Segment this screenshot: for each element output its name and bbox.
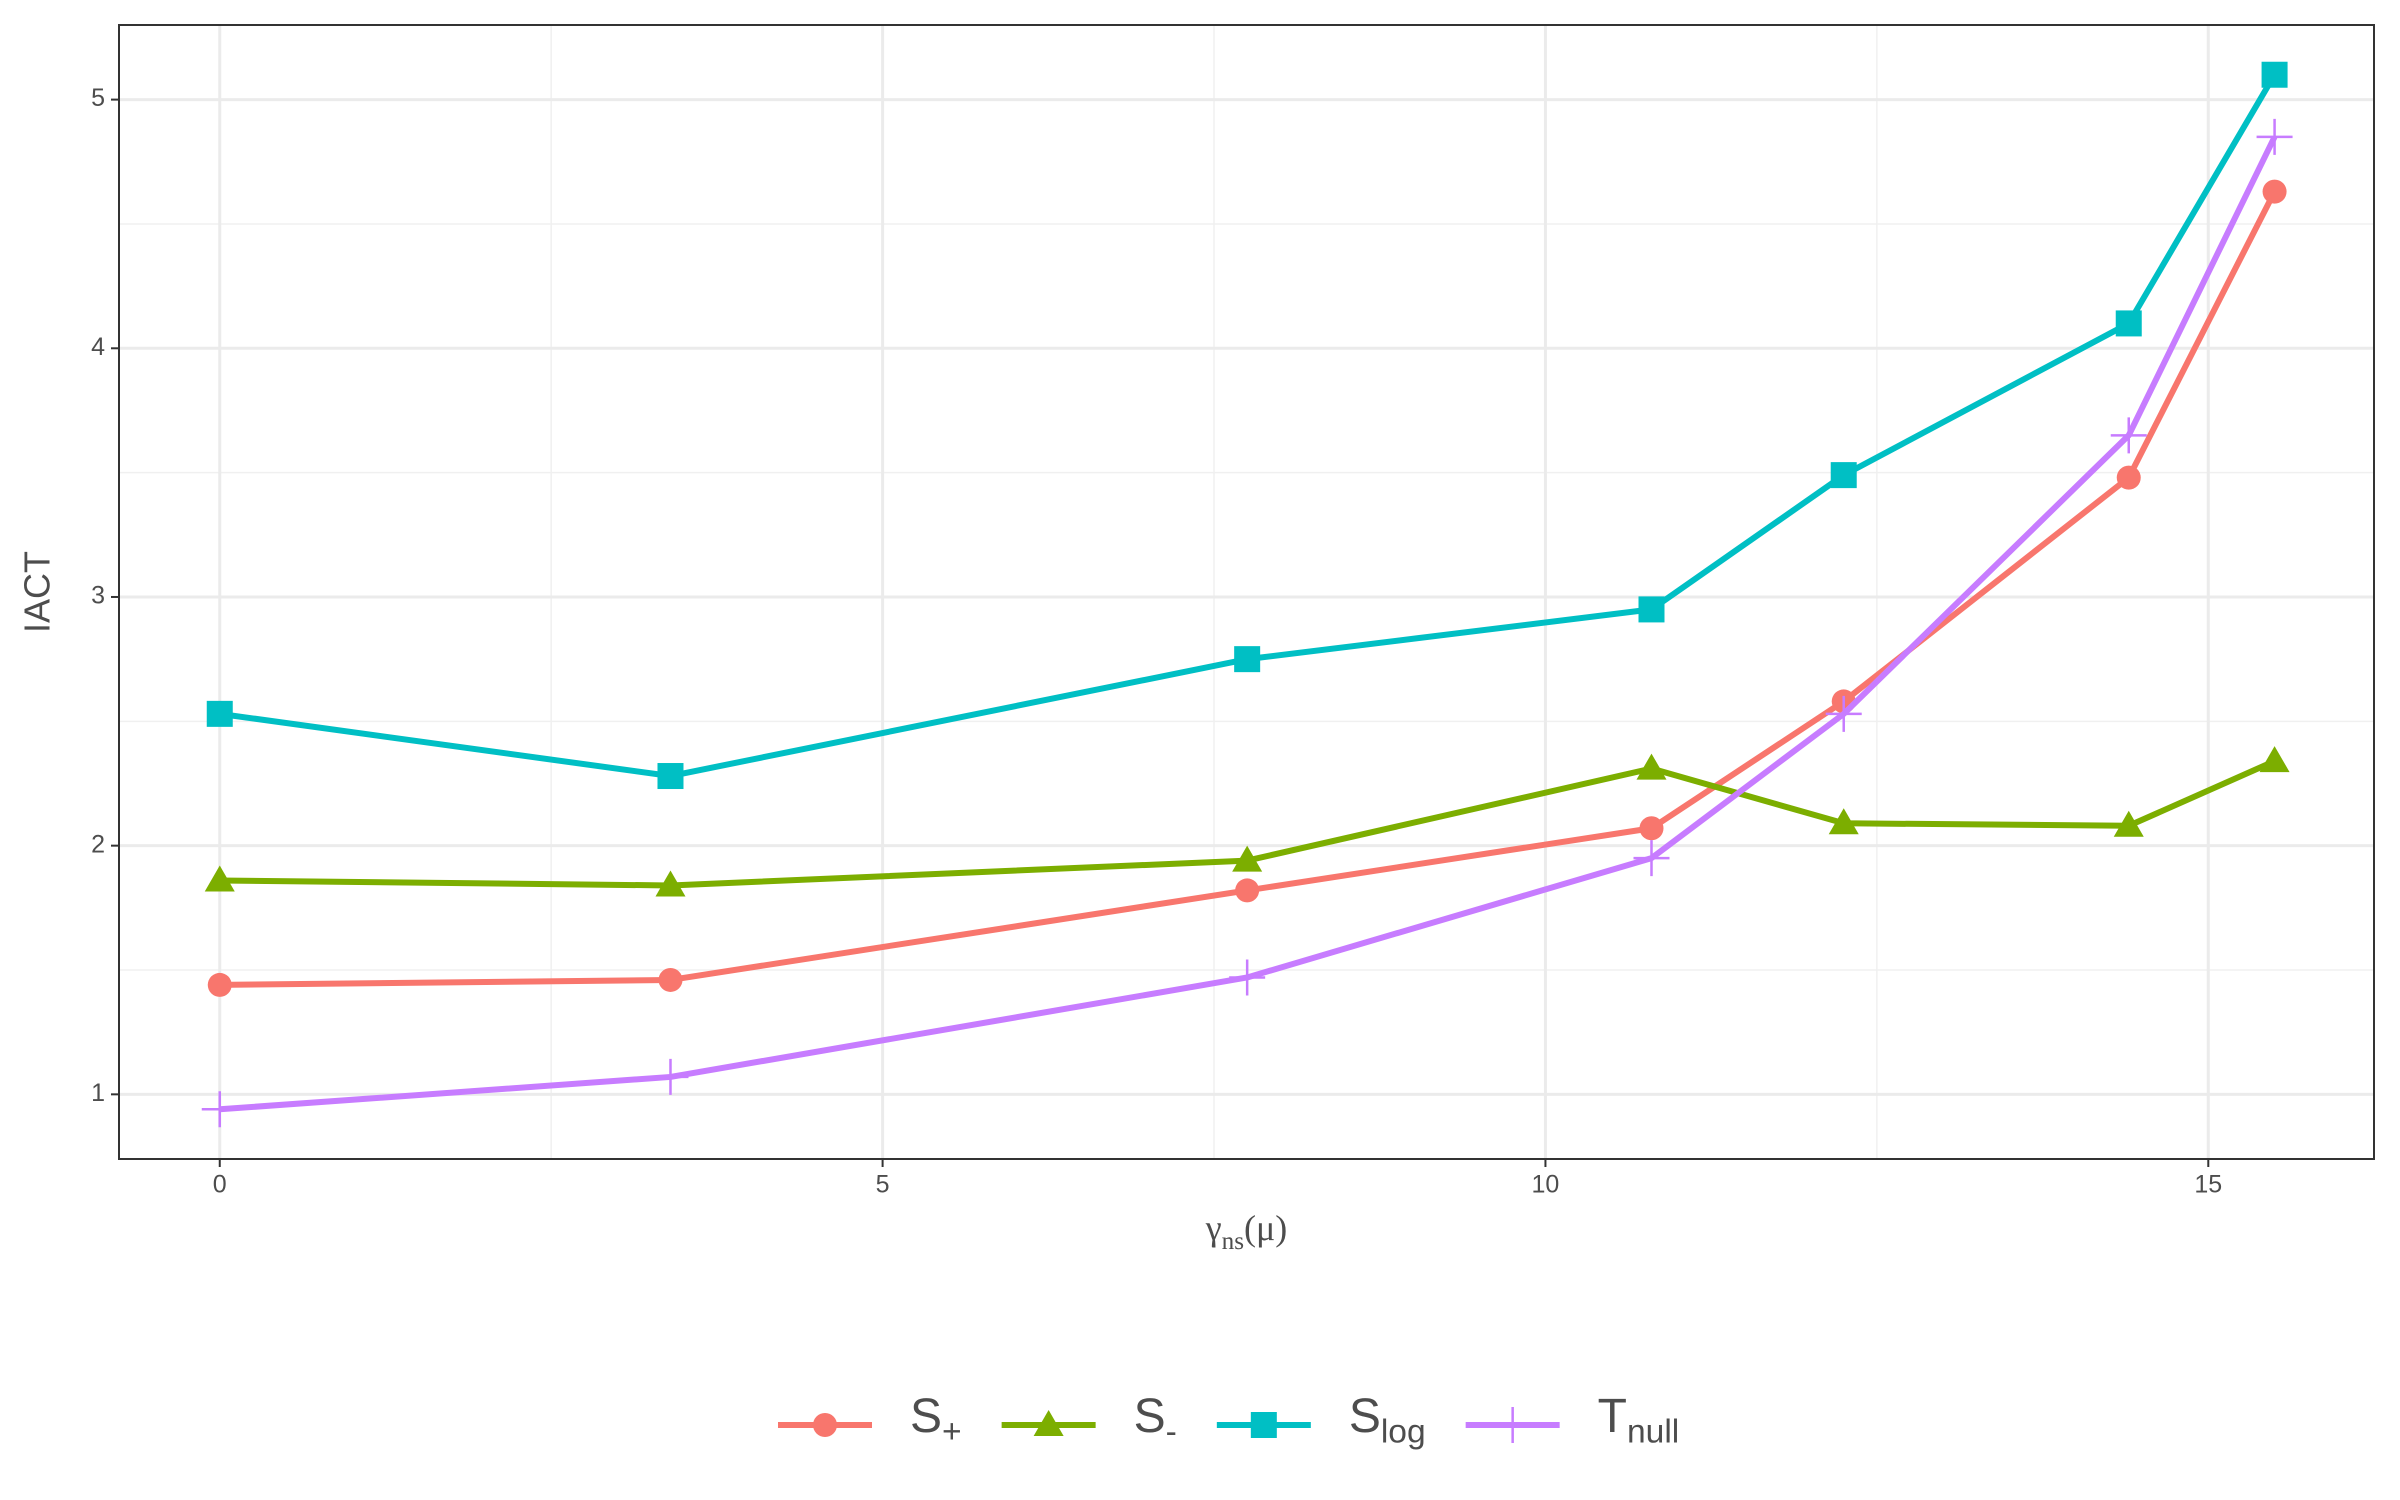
point	[2259, 746, 2290, 773]
point	[2256, 118, 2293, 155]
point	[1638, 596, 1665, 623]
series	[207, 179, 2287, 997]
point	[2116, 465, 2141, 490]
point	[655, 870, 686, 897]
grid	[119, 25, 2374, 1159]
point	[201, 1091, 238, 1128]
point	[1830, 462, 1857, 489]
panel-border	[118, 24, 2375, 1160]
point	[1235, 878, 1260, 903]
point	[1825, 695, 1862, 732]
x-tick-label: 5	[876, 1171, 890, 1199]
point	[1636, 753, 1667, 780]
point	[2113, 810, 2144, 837]
point	[652, 1058, 689, 1095]
y-tick-label: 5	[91, 84, 105, 112]
point	[658, 967, 683, 992]
point	[1229, 959, 1266, 996]
legend-label: Slog	[1349, 1390, 1426, 1451]
point	[1234, 646, 1261, 673]
point	[1633, 840, 1670, 877]
point	[1250, 1412, 1277, 1438]
y-axis-title: IACT	[17, 551, 58, 633]
legend: S+ S- Slog Tnull	[778, 1390, 1680, 1451]
y-tick-label: 3	[91, 582, 105, 610]
point	[207, 972, 232, 997]
plot-area	[201, 61, 2293, 1128]
x-tick-label: 10	[1532, 1171, 1560, 1199]
x-tick-label: 15	[2194, 1171, 2222, 1199]
x-axis-title: γns(μ)	[1205, 1208, 1288, 1254]
legend-label: S-	[1134, 1390, 1177, 1451]
legend-label: S+	[910, 1390, 962, 1451]
y-tick-label: 2	[91, 830, 105, 858]
legend-label: Tnull	[1598, 1390, 1680, 1451]
point	[206, 700, 233, 727]
point	[657, 763, 684, 790]
point	[1033, 1410, 1064, 1436]
point	[2110, 417, 2147, 454]
y-tick-label: 4	[91, 333, 105, 361]
series	[206, 61, 2288, 790]
point	[1828, 808, 1859, 835]
y-tick-label: 1	[91, 1079, 105, 1107]
series	[204, 746, 2290, 897]
point	[2115, 310, 2142, 337]
point	[2261, 61, 2288, 88]
series	[201, 118, 2293, 1128]
point	[1639, 816, 1664, 841]
point	[204, 865, 235, 892]
point	[813, 1413, 837, 1437]
point	[1232, 845, 1263, 872]
x-tick-label: 0	[213, 1171, 227, 1199]
point	[2262, 179, 2287, 204]
point	[1494, 1407, 1531, 1443]
